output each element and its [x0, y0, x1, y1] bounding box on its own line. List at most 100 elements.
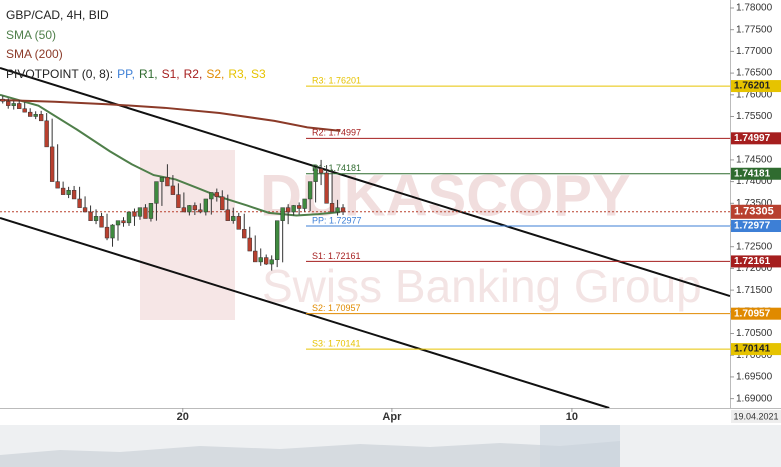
- pivot-box: [731, 343, 781, 356]
- candle-body: [99, 216, 104, 228]
- navigator-window[interactable]: [540, 425, 620, 467]
- sma-line: [0, 93, 341, 217]
- candle-body: [88, 211, 93, 221]
- pivot-label: S2: 1.70957: [312, 303, 361, 313]
- y-tick-label: 1.70500: [736, 328, 773, 339]
- candle-body: [340, 207, 346, 213]
- y-tick-label: 1.75500: [736, 111, 773, 122]
- date-box: [731, 410, 781, 423]
- candle-body: [17, 103, 22, 109]
- candle-body: [242, 229, 247, 239]
- y-tick-label: 1.76000: [736, 89, 773, 100]
- pivot-value: 1.76201: [734, 81, 771, 92]
- candle-body: [203, 198, 208, 213]
- y-tick-label: 1.74500: [736, 155, 773, 166]
- chart-title: GBP/CAD, 4H, BID: [6, 8, 109, 22]
- x-tick-label: Apr: [382, 411, 402, 423]
- candle-body: [296, 205, 302, 209]
- candle-body: [313, 168, 318, 182]
- navigator: [0, 425, 781, 467]
- candle-body: [302, 198, 307, 209]
- legend-entry: SMA (200): [6, 47, 63, 61]
- candle-body: [0, 98, 5, 102]
- candle-body: [49, 146, 55, 182]
- candle-body: [28, 111, 33, 117]
- channel-line: [0, 217, 610, 409]
- candle-body: [44, 120, 49, 148]
- candle-body: [225, 209, 230, 221]
- pivot-box: [731, 307, 781, 320]
- y-tick-label: 1.69500: [736, 372, 773, 383]
- navigator-area: [0, 441, 620, 467]
- candle-body: [307, 181, 313, 200]
- candle-body: [324, 172, 329, 204]
- pivot-value: 1.70141: [734, 344, 771, 355]
- legend-item: S3: [251, 67, 266, 81]
- y-tick-label: 1.73500: [736, 198, 773, 209]
- candle-body: [93, 216, 99, 221]
- candle-body: [335, 207, 340, 213]
- candle-body: [132, 211, 137, 217]
- legend: GBP/CAD, 4H, BID SMA (50) SMA (200) PIVOTP…: [6, 8, 266, 81]
- candle-body: [143, 207, 148, 219]
- y-tick-label: 1.72500: [736, 241, 773, 252]
- pivot-label: R3: 1.76201: [312, 75, 361, 85]
- y-tick-label: 1.71500: [736, 285, 773, 296]
- candle-body: [192, 205, 198, 211]
- pivot-legend: PIVOTPOINT (0, 8): PP, R1, S1, R2, S2, R3, S3: [6, 67, 266, 81]
- candle-body: [231, 216, 236, 221]
- watermark-subtitle: Swiss Banking Group: [262, 260, 702, 312]
- candle-body: [291, 205, 296, 213]
- date-label: 19.04.2021: [733, 411, 778, 421]
- candle-body: [236, 216, 241, 230]
- legend-item: R3,: [228, 67, 247, 81]
- candle-body: [329, 203, 335, 213]
- candle-body: [170, 185, 176, 195]
- candle-body: [264, 257, 269, 265]
- candle-body: [165, 177, 170, 187]
- candle-body: [209, 192, 214, 200]
- pivot-box: [731, 132, 781, 145]
- candle-body: [55, 181, 60, 189]
- legend-item: R2,: [184, 67, 203, 81]
- x-tick-label: 10: [566, 411, 578, 423]
- candle-body: [214, 192, 219, 198]
- candle-body: [137, 207, 143, 217]
- candle-body: [247, 237, 252, 252]
- pivot-value: 1.72977: [734, 221, 771, 232]
- candle-body: [220, 196, 225, 211]
- legend-item: PP,: [117, 67, 135, 81]
- candle-body: [154, 181, 159, 204]
- legend-item: S1,: [162, 67, 180, 81]
- pivot-label: R2: 1.74997: [312, 128, 361, 138]
- candle-body: [66, 190, 71, 195]
- pivot-box: [731, 255, 781, 268]
- candle-body: [22, 108, 27, 113]
- candle-body: [187, 205, 192, 213]
- pivot-label: PP: 1.72977: [312, 215, 362, 225]
- candle-body: [33, 114, 38, 117]
- pivot-label: R1: 1.74181: [312, 163, 361, 173]
- candle-body: [38, 114, 44, 122]
- y-tick-label: 1.78000: [736, 3, 773, 14]
- candle-body: [275, 220, 280, 260]
- candle-body: [110, 224, 115, 239]
- candle-body: [77, 198, 82, 208]
- candle-body: [258, 257, 263, 263]
- candle-body: [159, 177, 165, 182]
- y-tick-label: 1.69000: [736, 393, 773, 404]
- candle-body: [115, 220, 121, 226]
- candle-body: [82, 207, 88, 213]
- pivot-box: [731, 167, 781, 180]
- candle-body: [71, 190, 77, 200]
- candle-body: [176, 194, 181, 208]
- candle-body: [280, 207, 285, 221]
- candle-body: [198, 209, 203, 213]
- candle-body: [126, 211, 132, 224]
- candle-body: [104, 226, 110, 239]
- y-tick-label: 1.74000: [736, 176, 773, 187]
- legend-item: S2,: [206, 67, 224, 81]
- current-price-value: 1.73305: [734, 206, 774, 218]
